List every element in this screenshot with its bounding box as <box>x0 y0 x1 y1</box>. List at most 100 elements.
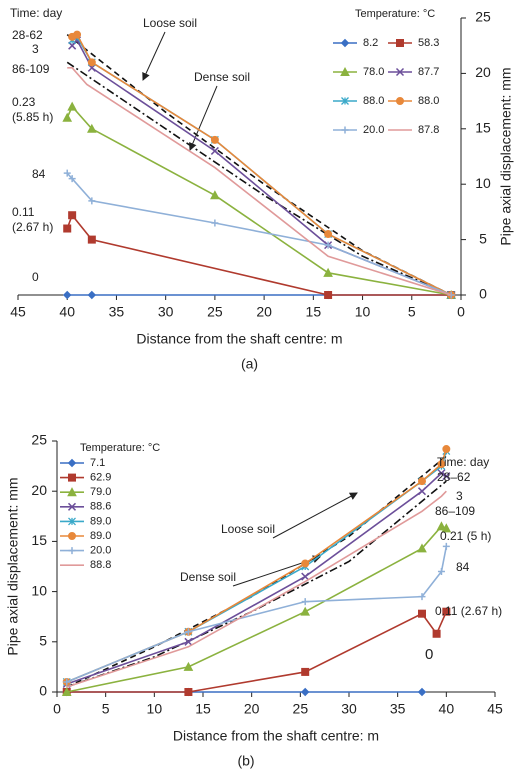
marker <box>436 521 447 531</box>
reference-line <box>66 480 447 688</box>
legend-label: 88.0 <box>418 95 439 107</box>
legend-label: 58.3 <box>418 37 439 49</box>
marker <box>210 146 219 155</box>
marker <box>418 477 426 486</box>
marker <box>437 568 445 576</box>
x-tick-label: 20 <box>244 701 260 717</box>
marker <box>324 291 333 299</box>
x-axis-title: Distance from the shaft centre: m <box>173 728 379 744</box>
legend-label: 7.1 <box>90 457 105 469</box>
marker <box>301 667 310 676</box>
marker <box>87 290 97 300</box>
annotation: 28–62 <box>437 470 471 484</box>
y-tick-label: 0 <box>39 683 47 699</box>
marker <box>437 460 446 469</box>
legend-marker <box>67 458 77 468</box>
x-tick-label: 25 <box>293 701 309 717</box>
y-axis-title: Pipe axial displacement: mm <box>5 477 21 655</box>
legend-label: 78.0 <box>363 66 384 78</box>
marker <box>323 267 333 277</box>
annotation: 0.23 <box>12 95 36 109</box>
marker <box>300 606 311 616</box>
x-tick-label: 35 <box>390 701 406 717</box>
x-tick-label: 35 <box>109 304 125 320</box>
x-tick-label: 0 <box>53 701 61 717</box>
marker <box>301 572 310 581</box>
series-line <box>67 67 452 296</box>
annotation-arrow <box>142 31 166 81</box>
caption: (b) <box>237 753 254 769</box>
legend-label: 20.0 <box>90 545 111 557</box>
legend-label: 88.0 <box>363 95 384 107</box>
caption: (a) <box>241 356 258 372</box>
marker <box>184 688 193 696</box>
marker <box>183 661 194 671</box>
marker <box>68 211 77 220</box>
legend-label: 62.9 <box>90 472 111 484</box>
annotation: 0 <box>425 646 433 663</box>
series-line <box>71 33 452 296</box>
y-tick-label: 25 <box>31 432 47 448</box>
marker <box>417 687 427 697</box>
marker <box>417 487 427 496</box>
marker <box>88 197 96 205</box>
marker <box>441 523 452 533</box>
series-line <box>71 38 452 296</box>
annotation-arrow <box>272 492 358 539</box>
legend-label: 88.8 <box>90 559 111 571</box>
y-tick-label: 15 <box>475 120 491 136</box>
marker <box>432 629 441 638</box>
x-tick-label: 40 <box>439 701 455 717</box>
annotation: (2.67 h) <box>12 220 53 234</box>
x-axis-title: Distance from the shaft centre: m <box>136 331 342 347</box>
y-tick-label: 20 <box>475 64 491 80</box>
marker <box>442 607 451 616</box>
annotation: 0.11 <box>12 205 35 219</box>
marker <box>417 543 427 553</box>
x-tick-label: 20 <box>256 304 272 320</box>
legend-marker <box>395 67 405 77</box>
marker <box>210 190 220 200</box>
y-tick-label: 15 <box>31 532 47 548</box>
annotation: (5.85 h) <box>12 110 53 124</box>
x-tick-label: 0 <box>457 304 465 320</box>
legend-marker <box>68 517 76 526</box>
annotation: 0.21 (5 h) <box>440 529 491 543</box>
marker <box>301 598 309 606</box>
marker <box>442 472 451 481</box>
legend-marker <box>340 66 350 76</box>
x-tick-label: 45 <box>10 304 26 320</box>
marker <box>210 135 219 144</box>
y-tick-label: 10 <box>475 175 491 191</box>
x-tick-label: 30 <box>341 701 357 717</box>
marker <box>442 445 451 454</box>
marker <box>87 235 96 244</box>
series-line <box>66 490 447 688</box>
series-line <box>66 213 452 296</box>
annotation: Time: day <box>437 455 489 469</box>
reference-line <box>66 33 452 296</box>
marker <box>62 112 73 122</box>
marker <box>437 469 446 478</box>
legend-label: 89.0 <box>90 530 111 542</box>
y-tick-label: 0 <box>479 286 487 302</box>
marker <box>418 593 426 601</box>
reference-line <box>66 455 447 688</box>
legend-marker <box>340 38 350 48</box>
marker <box>63 169 71 177</box>
marker <box>87 58 96 67</box>
reference-line <box>66 61 452 296</box>
marker <box>184 628 192 636</box>
legend-marker <box>341 97 349 105</box>
marker <box>184 637 193 646</box>
annotation: 28-62 <box>12 28 43 42</box>
annotation-arrow <box>189 85 218 151</box>
x-tick-label: 5 <box>102 701 110 717</box>
marker <box>211 219 219 227</box>
annotation: 86–109 <box>435 504 475 518</box>
annotation: 3 <box>32 42 39 56</box>
legend-label: 79.0 <box>90 486 111 498</box>
marker <box>418 609 426 618</box>
marker <box>68 175 76 183</box>
